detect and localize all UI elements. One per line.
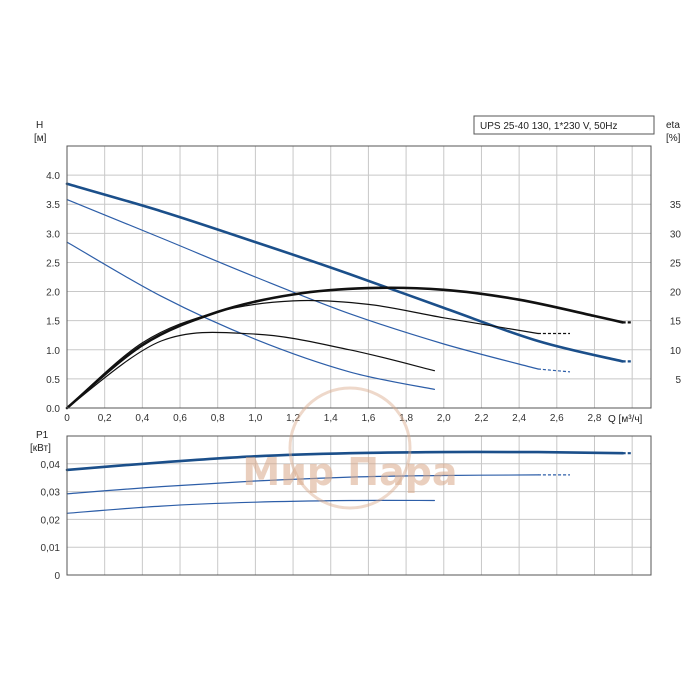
eta-axis-unit: [%]	[666, 133, 681, 144]
head-axis-unit: [м]	[34, 133, 47, 144]
head-curve-extension	[537, 368, 571, 373]
eta-tick-label: 20	[670, 288, 682, 299]
efficiency-curve	[65, 286, 624, 410]
watermark-text: Мир Пара	[242, 450, 457, 494]
frame-layer	[66, 145, 652, 576]
eta-tick-label: 25	[670, 258, 682, 269]
x-tick-label: 1,0	[248, 413, 262, 424]
head-tick-label: 4.0	[46, 171, 60, 182]
efficiency-curve	[66, 299, 539, 409]
eta-tick-label: 10	[670, 346, 682, 357]
head-axis-label: H	[36, 120, 43, 131]
flow-axis-label: Q [м³/ч]	[608, 414, 643, 425]
watermark-circle-icon	[288, 386, 412, 510]
head-curve	[66, 199, 539, 370]
power-axis-label: P1	[36, 430, 49, 441]
power-tick-label: 0,02	[41, 515, 61, 526]
power-plot-frame	[66, 435, 652, 576]
chart-title-box	[473, 115, 655, 135]
head-curve	[65, 182, 624, 363]
power-tick-label: 0,04	[41, 460, 61, 471]
power-axis-unit: [кВт]	[30, 443, 51, 454]
head-tick-label: 2.0	[46, 288, 60, 299]
x-tick-label: 1,8	[399, 413, 413, 424]
head-tick-label: 1.5	[46, 317, 60, 328]
head-tick-label: 0.5	[46, 375, 60, 386]
power-tick-label: 0	[54, 571, 60, 582]
x-tick-label: 2,2	[474, 413, 488, 424]
eta-tick-label: 30	[670, 229, 682, 240]
x-tick-label: 0,2	[98, 413, 112, 424]
x-tick-label: 2,4	[512, 413, 526, 424]
x-tick-label: 2,6	[550, 413, 564, 424]
chart-title: UPS 25-40 130, 1*230 V, 50Hz	[480, 121, 618, 132]
series-layer	[65, 182, 633, 514]
head-tick-label: 3.0	[46, 229, 60, 240]
x-tick-label: 2,0	[437, 413, 451, 424]
eta-tick-label: 5	[675, 375, 681, 386]
x-tick-label: 1,2	[286, 413, 300, 424]
head-tick-label: 2.5	[46, 258, 60, 269]
eta-tick-label: 15	[670, 317, 682, 328]
tick-layer: 0 0,2 0,4 0,6 0,8 1,0 1,2 1,4 1,6 1,8 2,0 2,2 2,4 2,6…	[41, 171, 682, 582]
head-tick-label: 1.0	[46, 346, 60, 357]
x-tick-label: 0,8	[211, 413, 225, 424]
x-tick-label: 0,4	[135, 413, 149, 424]
x-tick-label: 0,6	[173, 413, 187, 424]
x-tick-label: 1,4	[324, 413, 338, 424]
head-tick-label: 3.5	[46, 200, 60, 211]
x-tick-label: 1,6	[361, 413, 375, 424]
head-tick-label: 0.0	[46, 404, 60, 415]
power-curve	[66, 474, 539, 495]
watermark-logo: Мир Пара	[242, 386, 458, 510]
x-tick-label: 2,8	[588, 413, 602, 424]
head-plot-frame	[66, 145, 652, 409]
power-curve	[65, 450, 624, 472]
efficiency-curve	[66, 331, 435, 409]
eta-axis-label: eta	[666, 120, 680, 131]
power-tick-label: 0,01	[41, 543, 61, 554]
eta-tick-label: 35	[670, 200, 682, 211]
power-tick-label: 0,03	[41, 488, 61, 499]
power-curve	[66, 499, 435, 514]
x-tick-label: 0	[64, 413, 70, 424]
head-curve	[66, 241, 435, 390]
